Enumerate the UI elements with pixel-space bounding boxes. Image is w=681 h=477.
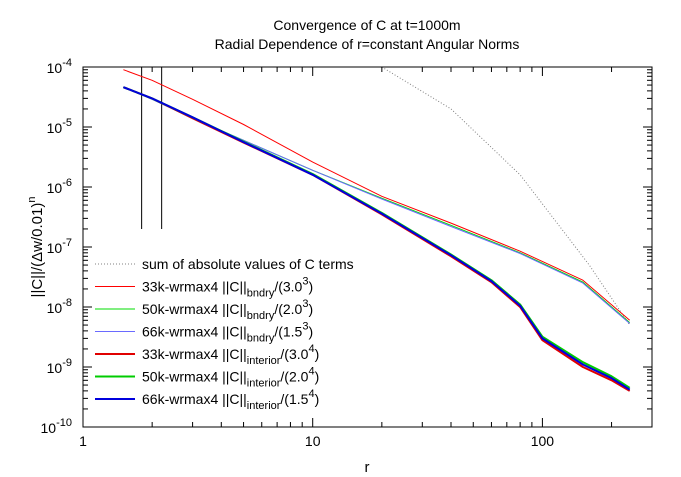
legend: sum of absolute values of C terms 33k-wrm…	[95, 256, 354, 412]
y-axis-label-sup: n	[26, 197, 38, 203]
y-tick-label: 10-4	[47, 57, 72, 76]
y-tick-label: 10-6	[47, 177, 72, 196]
y-tick-label: 10-5	[47, 117, 72, 136]
series-line-7	[123, 86, 631, 391]
y-axis-label-base: ||C||/(Δw/0.01)	[29, 203, 46, 298]
legend-entry: 33k-wrmax4 ||C||interior/(3.04)	[142, 343, 319, 367]
series-line-2	[123, 69, 631, 321]
y-tick-label: 10-9	[47, 357, 72, 376]
legend-entry: 50k-wrmax4 ||C||bndry/(2.03)	[142, 298, 313, 322]
axis-ticks	[82, 66, 653, 428]
y-tick-label: 10-10	[41, 417, 72, 436]
series-line-1	[381, 67, 631, 326]
legend-entry: 66k-wrmax4 ||C||interior/(1.54)	[142, 388, 319, 412]
y-tick-labels: 10-10 10-9 10-8 10-7 10-6 10-5 10-4	[41, 57, 72, 436]
series-line-6	[123, 86, 631, 389]
y-tick-label: 10-8	[47, 297, 72, 316]
x-tick-label: 10	[305, 433, 321, 449]
legend-entry: 33k-wrmax4 ||C||bndry/(3.03)	[142, 276, 313, 300]
y-tick-label: 10-7	[47, 237, 72, 256]
chart-title: Convergence of C at t=1000m	[273, 17, 460, 33]
plot-area	[123, 67, 631, 392]
x-tick-labels: 1 10 100	[79, 433, 554, 449]
legend-entry: 66k-wrmax4 ||C||bndry/(1.53)	[142, 321, 313, 345]
legend-entry: 50k-wrmax4 ||C||interior/(2.04)	[142, 366, 319, 390]
y-axis-label: ||C||/(Δw/0.01)n	[26, 197, 46, 298]
x-axis-label: r	[365, 459, 370, 476]
x-tick-label: 1	[79, 433, 87, 449]
chart-subtitle: Radial Dependence of r=constant Angular …	[215, 36, 520, 52]
x-tick-label: 100	[531, 433, 555, 449]
legend-entry: sum of absolute values of C terms	[142, 256, 354, 272]
